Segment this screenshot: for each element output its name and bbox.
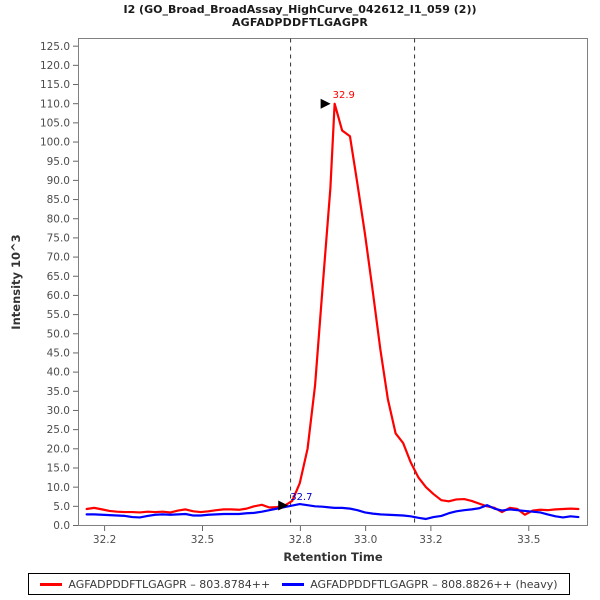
series-lines	[85, 102, 580, 521]
plot-area-svg: Intensity 10^3 Retention Time 0.0 5.0 10.0…	[9, 38, 588, 564]
y-tick-label: 100.0	[40, 137, 70, 149]
peak-label: 32.7	[290, 492, 312, 503]
y-tick-label: 80.0	[47, 213, 70, 225]
legend-item-label: AGFADPDDFTLGAGPR – 808.8826++ (heavy)	[310, 577, 558, 591]
y-axis-title: Intensity 10^3	[9, 234, 23, 329]
y-tick-label: 60.0	[47, 290, 70, 302]
y-tick-label: 35.0	[47, 386, 70, 398]
x-tick-label: 32.8	[289, 534, 312, 546]
y-tick-label: 65.0	[47, 271, 70, 283]
y-tick-label: 25.0	[47, 424, 70, 436]
y-tick-label: 115.0	[40, 79, 70, 91]
peak-label: 32.9	[333, 90, 355, 101]
y-tick-label: 105.0	[40, 117, 70, 129]
y-tick-label: 45.0	[47, 348, 70, 360]
y-tick-label: 40.0	[47, 367, 70, 379]
y-tick-label: 0.0	[53, 520, 70, 532]
peak-annotations: 32.9 32.7	[278, 90, 355, 511]
y-tick-label: 90.0	[47, 175, 70, 187]
x-axis-ticks: 32.2 32.5 32.8 33.0 33.2 33.5	[93, 525, 540, 546]
y-tick-label: 125.0	[40, 41, 70, 53]
legend-item[interactable]: AGFADPDDFTLGAGPR – 808.8826++ (heavy)	[282, 577, 558, 591]
y-tick-label: 110.0	[40, 98, 70, 110]
integration-boundary-lines	[290, 38, 416, 526]
x-tick-label: 33.0	[354, 534, 377, 546]
peak-marker-triangle-icon	[320, 98, 331, 109]
chart-title: I2 (GO_Broad_BroadAssay_HighCurve_042612…	[0, 3, 600, 29]
plot-frame	[78, 38, 588, 526]
y-tick-label: 120.0	[40, 60, 70, 72]
x-tick-label: 32.2	[93, 534, 116, 546]
x-tick-label: 32.5	[191, 534, 214, 546]
y-tick-label: 20.0	[47, 443, 70, 455]
chart-title-line1: I2 (GO_Broad_BroadAssay_HighCurve_042612…	[123, 3, 477, 16]
y-axis-ticks: 0.0 5.0 10.0 15.0 20.0 25.0 30.0 35.0 40.0 45.0 50…	[40, 41, 79, 532]
y-tick-label: 95.0	[47, 156, 70, 168]
y-tick-label: 50.0	[47, 328, 70, 340]
legend-item[interactable]: AGFADPDDFTLGAGPR – 803.8784++	[40, 578, 270, 591]
peak-marker-triangle-icon	[278, 500, 289, 511]
legend: AGFADPDDFTLGAGPR – 803.8784++ AGFADPDDFTL…	[28, 573, 570, 595]
legend-color-swatch	[40, 582, 63, 586]
y-tick-label: 30.0	[47, 405, 70, 417]
x-tick-label: 33.5	[517, 534, 540, 546]
y-tick-label: 5.0	[53, 501, 70, 513]
y-tick-label: 70.0	[47, 252, 70, 264]
y-tick-label: 15.0	[47, 463, 70, 475]
y-tick-label: 85.0	[47, 194, 70, 206]
x-tick-label: 33.2	[419, 534, 442, 546]
series-line	[85, 502, 580, 521]
y-tick-label: 75.0	[47, 233, 70, 245]
legend-color-swatch	[282, 582, 305, 586]
y-tick-label: 10.0	[47, 482, 70, 494]
x-axis-title: Retention Time	[283, 550, 382, 564]
y-tick-label: 55.0	[47, 309, 70, 321]
chart-title-line2: AGFADPDDFTLGAGPR	[231, 16, 369, 29]
legend-item-label: AGFADPDDFTLGAGPR – 803.8784++	[68, 577, 271, 591]
